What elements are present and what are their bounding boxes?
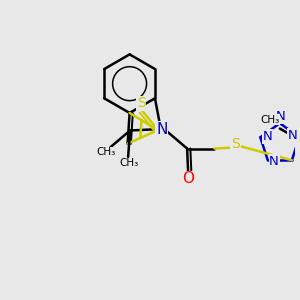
Text: S: S [231,137,240,151]
Text: N: N [262,130,272,143]
Text: S: S [137,96,146,110]
Text: N: N [276,110,286,123]
Text: CH₃: CH₃ [119,158,139,168]
Text: N: N [156,122,167,136]
Text: N: N [269,155,279,168]
Text: O: O [182,171,194,186]
Text: CH₃: CH₃ [260,115,280,125]
Text: N: N [288,129,297,142]
Text: CH₃: CH₃ [96,147,115,158]
